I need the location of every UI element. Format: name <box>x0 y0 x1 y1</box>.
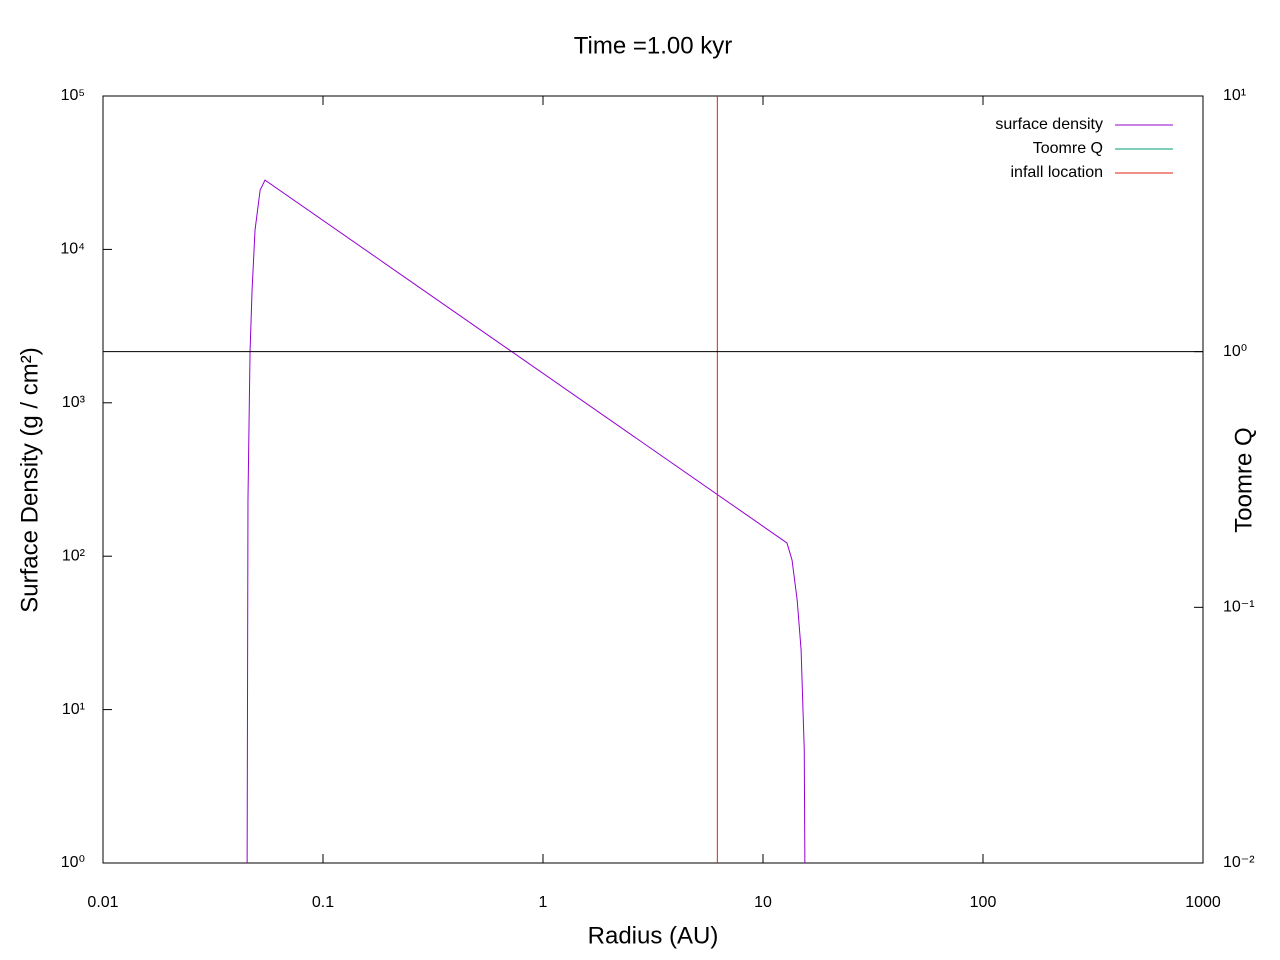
series-line <box>246 179 806 864</box>
legend-label: infall location <box>1011 164 1104 181</box>
y-tick-label: 10⁵ <box>61 87 85 104</box>
x-tick-label: 10 <box>754 894 772 911</box>
y2-tick-label: 10⁰ <box>1223 343 1247 360</box>
legend-label: Toomre Q <box>1033 140 1103 157</box>
y2-axis-label: Toomre Q <box>1230 427 1257 532</box>
y2-tick-label: 10⁻¹ <box>1223 599 1255 616</box>
x-tick-label: 100 <box>970 894 997 911</box>
y-tick-label: 10⁴ <box>60 241 85 258</box>
y2-tick-label: 10⁻² <box>1223 854 1255 871</box>
x-tick-label: 0.01 <box>87 894 118 911</box>
x-tick-label: 0.1 <box>312 894 334 911</box>
x-tick-label: 1 <box>539 894 548 911</box>
plot-frame <box>102 95 1204 864</box>
x-axis-label: Radius (AU) <box>588 922 719 949</box>
y-tick-label: 10³ <box>62 394 86 411</box>
x-tick-label: 1000 <box>1185 894 1221 911</box>
y2-tick-label: 10¹ <box>1223 87 1246 104</box>
chart-title: Time =1.00 kyr <box>574 32 733 59</box>
y-tick-label: 10² <box>62 547 86 564</box>
legend-label: surface density <box>995 116 1103 133</box>
y-axis-label: Surface Density (g / cm²) <box>16 347 43 612</box>
y-tick-label: 10¹ <box>62 701 85 718</box>
y-tick-label: 10⁰ <box>61 854 85 871</box>
